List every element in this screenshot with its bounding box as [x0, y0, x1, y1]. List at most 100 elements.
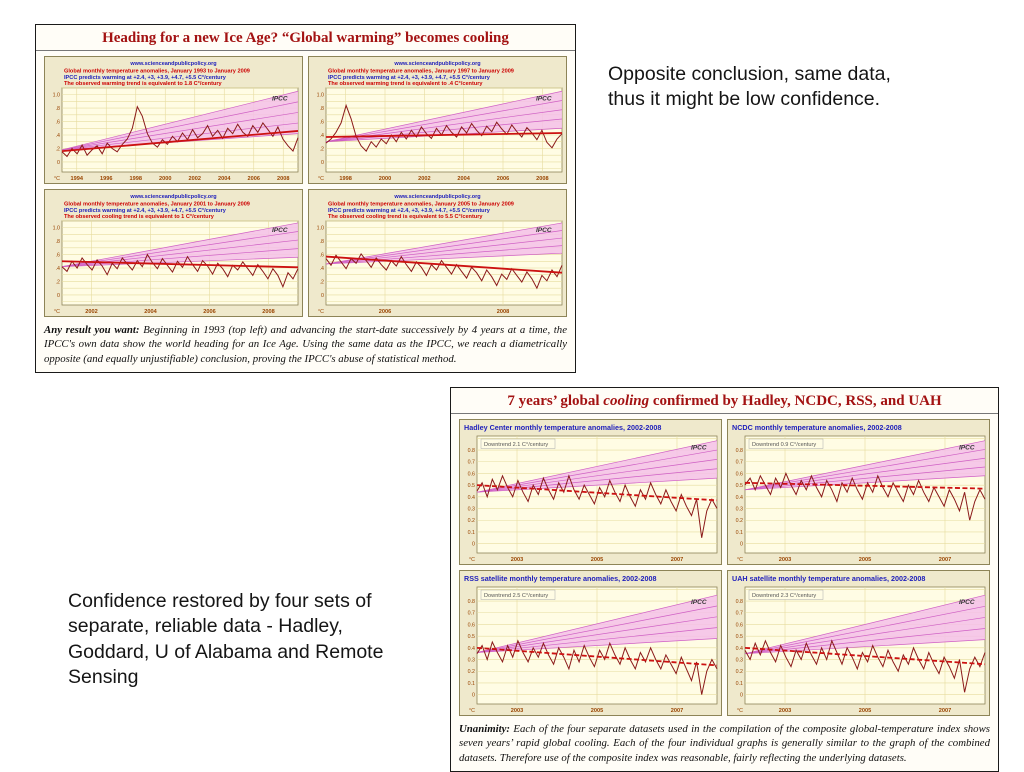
svg-text:2003: 2003	[511, 557, 523, 563]
svg-text:0.3: 0.3	[736, 658, 743, 664]
svg-text:0.7: 0.7	[468, 611, 475, 617]
ice-age-panel: Heading for a new Ice Age? “Global warmi…	[35, 24, 576, 373]
cooling-title-italic: cooling	[603, 393, 650, 409]
svg-text:www.scienceandpublicpolicy.org: www.scienceandpublicpolicy.org	[129, 194, 216, 200]
svg-text:0.8: 0.8	[736, 448, 743, 454]
svg-text:IPCC: IPCC	[959, 599, 975, 606]
svg-text:IPCC predicts warming at +2.4,: IPCC predicts warming at +2.4, +3, +3.9,…	[328, 75, 491, 81]
svg-text:°C: °C	[737, 557, 743, 563]
svg-text:2000: 2000	[379, 176, 391, 182]
svg-text:0.2: 0.2	[736, 518, 743, 524]
ice-age-caption-body: Beginning in 1993 (top left) and advanci…	[44, 324, 567, 365]
svg-text:.6: .6	[320, 120, 324, 126]
svg-text:°C: °C	[318, 176, 324, 182]
svg-text:0.1: 0.1	[468, 530, 475, 536]
svg-text:2006: 2006	[379, 309, 391, 315]
cooling-caption: Unanimity: Each of the four separate dat…	[451, 720, 998, 771]
svg-text:0.1: 0.1	[468, 681, 475, 687]
svg-text:2004: 2004	[457, 176, 470, 182]
chart-anomalies-1997-2009: www.scienceandpublicpolicy.org Global mon…	[308, 56, 567, 184]
svg-text:2007: 2007	[671, 557, 683, 563]
svg-text:The observed warming trend is: The observed warming trend is equivalent…	[64, 81, 223, 87]
svg-text:NCDC monthly temperature anoma: NCDC monthly temperature anomalies, 2002…	[732, 423, 902, 432]
svg-text:2004: 2004	[218, 176, 231, 182]
cooling-caption-lead: Unanimity:	[459, 723, 510, 735]
svg-text:.4: .4	[56, 266, 60, 272]
svg-text:The observed cooling trend is: The observed cooling trend is equivalent…	[328, 214, 483, 220]
low-confidence-note: Opposite conclusion, same data, thus it …	[608, 63, 891, 111]
svg-text:2005: 2005	[859, 708, 871, 714]
svg-text:IPCC: IPCC	[691, 599, 707, 606]
svg-text:0.5: 0.5	[736, 483, 743, 489]
svg-text:0.4: 0.4	[468, 646, 475, 652]
svg-text:.4: .4	[56, 133, 60, 139]
svg-text:.2: .2	[320, 279, 324, 285]
svg-text:1996: 1996	[100, 176, 112, 182]
chart-ncdc: NCDC monthly temperature anomalies, 2002…	[727, 419, 990, 565]
svg-text:.6: .6	[56, 253, 60, 259]
svg-text:IPCC predicts warming at +2.4,: IPCC predicts warming at +2.4, +3, +3.9,…	[328, 208, 491, 214]
svg-text:2008: 2008	[536, 176, 548, 182]
ice-age-caption-lead: Any result you want:	[44, 324, 140, 336]
svg-text:1.0: 1.0	[53, 226, 60, 232]
confidence-restored-note: Confidence restored by four sets of sepa…	[68, 590, 384, 689]
svg-text:0.3: 0.3	[736, 507, 743, 513]
svg-text:1.0: 1.0	[53, 93, 60, 99]
chart-hadley: Hadley Center monthly temperature anomal…	[459, 419, 722, 565]
svg-text:0.2: 0.2	[468, 518, 475, 524]
svg-text:0: 0	[472, 693, 475, 699]
svg-text:.6: .6	[320, 253, 324, 259]
svg-text:2002: 2002	[189, 176, 201, 182]
svg-text:IPCC: IPCC	[536, 227, 552, 234]
svg-text:°C: °C	[469, 708, 475, 714]
svg-text:.2: .2	[320, 146, 324, 152]
svg-text:IPCC: IPCC	[959, 445, 975, 452]
svg-text:0.1: 0.1	[736, 681, 743, 687]
svg-text:.2: .2	[56, 279, 60, 285]
svg-text:Downtrend 2.3 C°/century: Downtrend 2.3 C°/century	[752, 593, 816, 599]
svg-text:0.3: 0.3	[468, 507, 475, 513]
svg-text:.8: .8	[56, 106, 60, 112]
svg-text:Downtrend 2.5 C°/century: Downtrend 2.5 C°/century	[484, 593, 548, 599]
svg-text:1998: 1998	[339, 176, 351, 182]
svg-text:°C: °C	[469, 557, 475, 563]
svg-text:0: 0	[740, 542, 743, 548]
svg-text:2006: 2006	[497, 176, 509, 182]
svg-text:0.2: 0.2	[736, 669, 743, 675]
svg-text:0.5: 0.5	[736, 634, 743, 640]
cooling-panel-title: 7 years’ global cooling confirmed by Had…	[451, 388, 998, 414]
svg-text:0: 0	[321, 293, 324, 299]
svg-text:www.scienceandpublicpolicy.org: www.scienceandpublicpolicy.org	[393, 194, 480, 200]
svg-text:www.scienceandpublicpolicy.org: www.scienceandpublicpolicy.org	[393, 61, 480, 67]
svg-text:0.1: 0.1	[736, 530, 743, 536]
svg-text:0.6: 0.6	[736, 622, 743, 628]
svg-text:IPCC: IPCC	[536, 95, 552, 102]
svg-text:2003: 2003	[511, 708, 523, 714]
svg-text:°C: °C	[318, 309, 324, 315]
svg-text:.4: .4	[320, 266, 324, 272]
svg-text:1994: 1994	[71, 176, 84, 182]
svg-text:2007: 2007	[939, 708, 951, 714]
svg-text:0.2: 0.2	[468, 669, 475, 675]
svg-text:1998: 1998	[130, 176, 142, 182]
cooling-caption-body: Each of the four separate datasets used …	[459, 723, 990, 764]
svg-text:.4: .4	[320, 133, 324, 139]
svg-text:0.7: 0.7	[736, 611, 743, 617]
svg-text:0: 0	[740, 693, 743, 699]
svg-text:www.scienceandpublicpolicy.org: www.scienceandpublicpolicy.org	[129, 61, 216, 67]
svg-text:0: 0	[57, 160, 60, 166]
svg-text:.8: .8	[56, 239, 60, 245]
svg-text:2002: 2002	[418, 176, 430, 182]
svg-text:.8: .8	[320, 106, 324, 112]
cooling-title-post: confirmed by Hadley, NCDC, RSS, and UAH	[649, 393, 942, 409]
svg-text:2004: 2004	[144, 309, 157, 315]
svg-text:2006: 2006	[248, 176, 260, 182]
chart-uah: UAH satellite monthly temperature anomal…	[727, 570, 990, 716]
svg-text:The observed warming trend is: The observed warming trend is equivalent…	[328, 81, 483, 87]
cooling-charts-grid: Hadley Center monthly temperature anomal…	[451, 414, 998, 720]
svg-text:RSS satellite monthly temperat: RSS satellite monthly temperature anomal…	[464, 574, 657, 583]
svg-text:0: 0	[472, 542, 475, 548]
svg-text:Global monthly temperature ano: Global monthly temperature anomalies, Ja…	[64, 69, 250, 75]
svg-text:2003: 2003	[779, 557, 791, 563]
svg-text:.2: .2	[56, 146, 60, 152]
